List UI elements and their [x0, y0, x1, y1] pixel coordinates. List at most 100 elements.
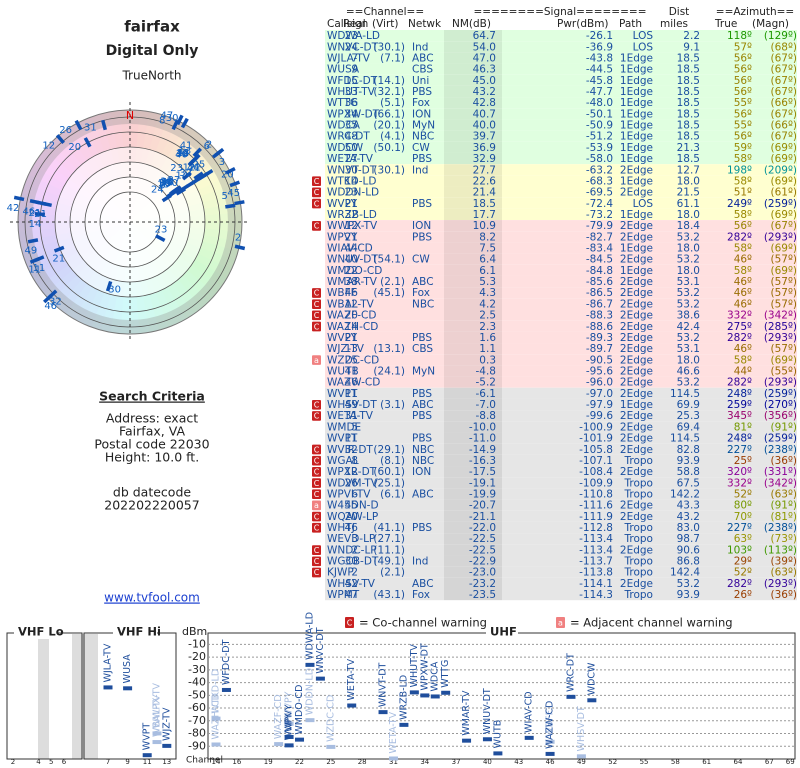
channel-tick: 46 [546, 758, 555, 766]
table-cell: 320º [727, 466, 752, 478]
warning-letter: C [314, 401, 320, 410]
signal-callsign: WDCW [586, 662, 597, 695]
y-tick-label: -10 [188, 637, 206, 650]
nm-shade [444, 231, 502, 243]
band-label-bg [14, 627, 58, 639]
signal-callsign: WAZF-CD [273, 694, 284, 739]
co-icon [345, 617, 354, 628]
table-cell: 56º [734, 86, 752, 98]
table-cell: WAZH-CD [327, 321, 378, 333]
channel-tick: 11 [143, 758, 152, 766]
table-cell: (68º) [770, 41, 797, 53]
table-cell: 11 [345, 388, 358, 400]
table-cell: (63º) [770, 567, 797, 579]
table-cell: -23.2 [469, 578, 496, 590]
station-channel: 11 [33, 263, 46, 274]
table-cell: 14 [345, 175, 359, 187]
table-cell: 248º [727, 433, 752, 445]
table-cell: 25º [734, 455, 752, 467]
station-channel: 38 [176, 149, 189, 160]
table-cell: 142.4 [670, 567, 700, 579]
table-cell: 12 [345, 220, 358, 232]
column-group: ========Signal======== [473, 6, 646, 18]
nm-shade [444, 454, 502, 467]
table-cell: Ind [412, 41, 428, 53]
warning-icon [312, 355, 321, 365]
table-cell: (11.1) [373, 544, 405, 556]
row-background [325, 376, 797, 388]
table-cell: -17.5 [469, 466, 496, 478]
table-cell: (4.1) [380, 131, 405, 143]
tvfool-link[interactable]: www.tvfool.com [104, 591, 200, 605]
station-marker [214, 147, 225, 157]
table-cell: 81º [734, 421, 752, 433]
table-cell: 46º [734, 276, 752, 288]
table-cell: WHTJ [327, 522, 355, 534]
table-cell: -22.5 [469, 533, 496, 545]
station-marker [229, 180, 241, 188]
north-marker: N [126, 109, 134, 122]
table-cell: -110.8 [579, 488, 613, 500]
criteria-line: db datecode [113, 485, 191, 500]
table-cell: 32 [345, 444, 358, 456]
table-cell: PBS [412, 86, 432, 98]
table-cell: Tropo [624, 477, 653, 489]
band-label-bg [113, 627, 157, 639]
station-channel: 33 [158, 179, 171, 190]
table-cell: ABC [412, 578, 434, 590]
table-cell: 63º [734, 533, 752, 545]
table-cell: 2Edge [620, 276, 653, 288]
table-cell: 9 [351, 64, 358, 76]
nm-shade [444, 253, 502, 265]
station-channel: 32 [49, 297, 62, 308]
nm-shade [444, 197, 502, 209]
table-cell: (66.1) [373, 108, 405, 120]
table-cell: 53.2 [677, 298, 700, 310]
link-text[interactable]: www.tvfool.com [104, 591, 200, 605]
table-cell: 51º [734, 187, 752, 199]
nm-shade [444, 119, 502, 131]
table-cell: (54.1) [373, 254, 405, 266]
table-cell: 53.2 [677, 377, 700, 389]
table-cell: 12.7 [677, 164, 700, 176]
warning-letter: C [314, 456, 320, 465]
signal-callsign: WDDN-LD [304, 668, 315, 715]
table-cell: 57º [734, 41, 752, 53]
row-background [325, 242, 797, 254]
warning-letter: C [314, 524, 320, 533]
table-cell: WUSA [327, 64, 360, 76]
warning-letter: a [314, 501, 319, 510]
table-cell: WJLA-TV [327, 52, 371, 64]
row-background [325, 454, 797, 467]
table-cell: (30.1) [373, 41, 405, 53]
warning-letter: C [314, 199, 320, 208]
row-background [325, 231, 797, 243]
station-channel: 6 [204, 141, 210, 152]
table-cell: 10.9 [473, 220, 496, 232]
warning-icon [312, 489, 321, 500]
table-cell: -53.9 [586, 142, 613, 154]
station-channel: 36 [158, 178, 171, 189]
table-cell: WGCB-DT [327, 556, 379, 568]
table-cell: 58º [734, 153, 752, 165]
table-cell: 17.7 [473, 209, 496, 221]
table-cell: (293º) [764, 332, 797, 344]
table-cell: 46 [345, 377, 359, 389]
table-cell: 18.0 [677, 354, 700, 366]
channel-tick: 40 [483, 758, 492, 766]
signal-bar [420, 693, 430, 698]
nm-shade [444, 589, 502, 601]
table-cell: 32 [345, 209, 358, 221]
table-cell: 6.1 [479, 265, 496, 277]
table-cell: 41 [345, 365, 358, 377]
signal-bar [142, 753, 152, 758]
table-cell: -105.8 [579, 444, 613, 456]
station-channel: 34 [160, 177, 173, 188]
channel-tick: 9 [125, 758, 129, 766]
table-cell: 5.3 [479, 276, 496, 288]
signal-bar [566, 694, 576, 699]
station-marker [181, 171, 192, 181]
table-cell: 259º [727, 399, 752, 411]
station-marker [83, 137, 92, 148]
table-cell: (57º) [770, 276, 797, 288]
